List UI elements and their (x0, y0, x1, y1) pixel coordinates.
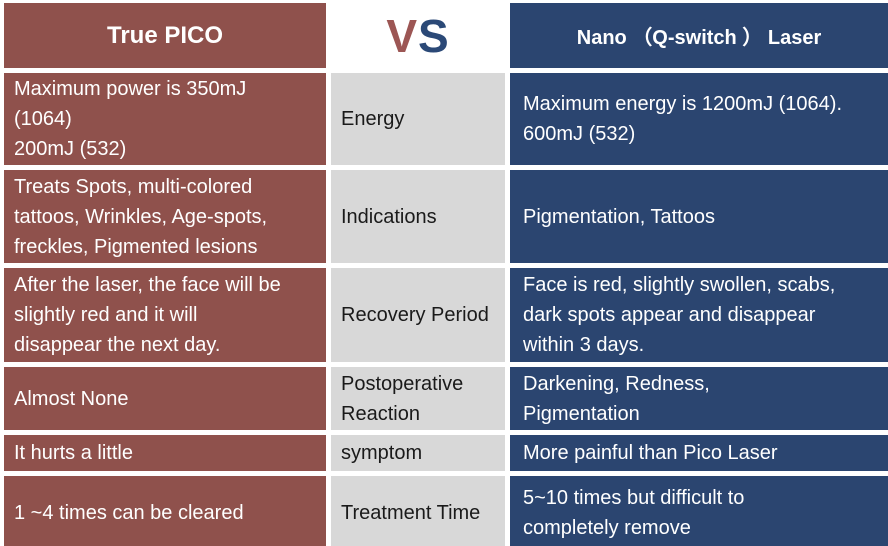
category-cell: Recovery Period (331, 268, 505, 362)
nano-cell: 5~10 times but difficult to completely r… (510, 476, 888, 546)
pico-cell: Maximum power is 350mJ (1064) 200mJ (532… (4, 73, 326, 165)
pico-cell: 1 ~4 times can be cleared (4, 476, 326, 546)
nano-cell-text: 5~10 times but difficult to completely r… (523, 487, 745, 539)
category-cell: symptom (331, 435, 505, 471)
pico-cell-text: 1 ~4 times can be cleared (14, 502, 244, 524)
nano-cell: Face is red, slightly swollen, scabs, da… (510, 268, 888, 362)
nano-cell: Pigmentation, Tattoos (510, 170, 888, 263)
category-cell-text: symptom (341, 442, 423, 464)
category-cell: Indications (331, 170, 505, 263)
header-true-pico: True PICO (4, 3, 326, 68)
category-cell-text: Treatment Time (341, 502, 481, 524)
pico-cell: Almost None (4, 367, 326, 430)
nano-cell-text: Darkening, Redness, Pigmentation (523, 372, 710, 425)
nano-cell: Darkening, Redness, Pigmentation (510, 367, 888, 430)
nano-cell: Maximum energy is 1200mJ (1064). 600mJ (… (510, 73, 888, 165)
pico-cell-text: Almost None (14, 387, 129, 410)
pico-cell-text: It hurts a little (14, 442, 133, 464)
nano-cell-text: Face is red, slightly swollen, scabs, da… (523, 274, 836, 356)
nano-laser-title: Nano （Q-switch ） Laser (576, 27, 822, 49)
category-cell: Postoperative Reaction (331, 367, 505, 430)
category-cell: Energy (331, 73, 505, 165)
pico-cell-text: Treats Spots, multi-colored tattoos, Wri… (14, 175, 268, 258)
category-cell: Treatment Time (331, 476, 505, 546)
true-pico-title: True PICO (106, 21, 224, 49)
category-cell-text: Energy (341, 108, 405, 130)
pico-cell-text: After the laser, the face will be slight… (14, 274, 281, 356)
category-cell-text: Recovery Period (341, 304, 489, 326)
category-cell-text: Postoperative Reaction (341, 372, 464, 425)
vs-letter-v: V (386, 9, 418, 62)
nano-cell-text: Maximum energy is 1200mJ (1064). 600mJ (… (523, 93, 843, 145)
pico-cell: Treats Spots, multi-colored tattoos, Wri… (4, 170, 326, 263)
vs-letter-s: S (418, 9, 450, 62)
header-nano-laser: Nano （Q-switch ） Laser (510, 3, 888, 68)
pico-cell: It hurts a little (4, 435, 326, 471)
pico-cell: After the laser, the face will be slight… (4, 268, 326, 362)
category-cell-text: Indications (341, 205, 437, 228)
nano-cell-text: More painful than Pico Laser (523, 442, 778, 464)
nano-cell-text: Pigmentation, Tattoos (523, 205, 715, 228)
pico-cell-text: Maximum power is 350mJ (1064) 200mJ (532… (14, 78, 247, 160)
nano-cell: More painful than Pico Laser (510, 435, 888, 471)
